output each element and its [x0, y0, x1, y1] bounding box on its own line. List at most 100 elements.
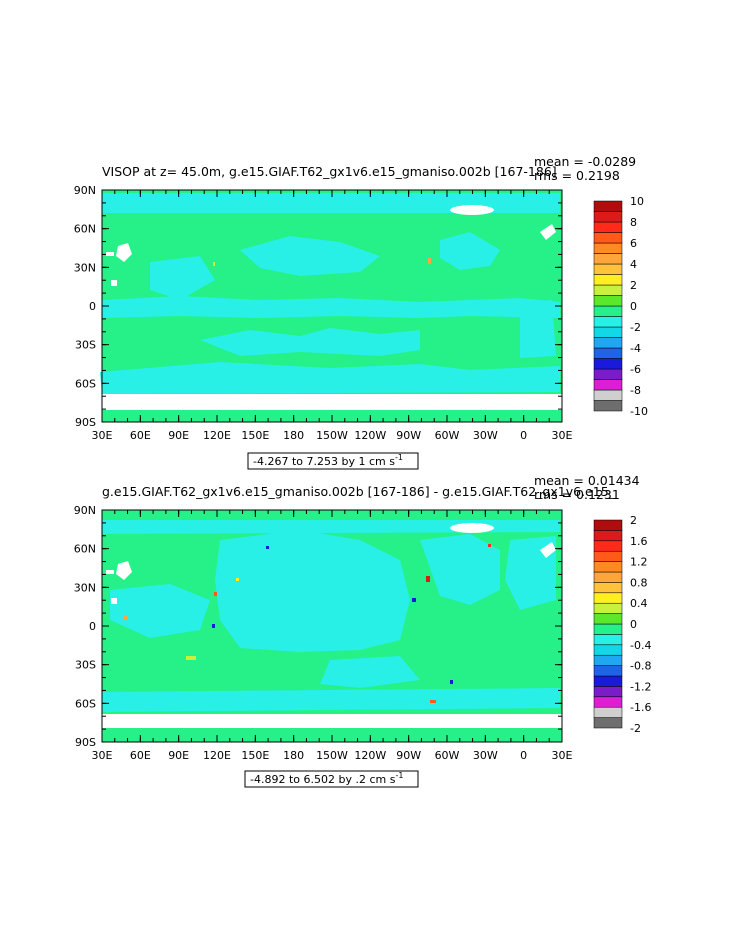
colorbar-swatch	[593, 326, 623, 338]
colorbar-label: 0.4	[630, 597, 648, 610]
colorbar-swatch	[593, 368, 623, 380]
colorbar-label: 0.8	[630, 576, 648, 589]
colorbar-swatch	[593, 550, 623, 562]
colorbar-label: -8	[630, 384, 641, 397]
x-axis: 30E 60E 90E 120E 150E 180 150W 120W 90W 60W 30W 0 30…	[92, 510, 573, 762]
y-tick-label: 90S	[75, 416, 96, 429]
colorbar-label: -0.8	[630, 660, 651, 673]
colorbar-swatch	[593, 644, 623, 656]
colorbar-label: -0.4	[630, 639, 651, 652]
x-tick-label: 90W	[396, 749, 421, 762]
colorbar-swatch	[593, 253, 623, 265]
ocean-negative-regions	[102, 520, 560, 712]
colorbar-swatch	[593, 305, 623, 317]
colorbar: 2 1.6 1.2 0.8 0.4 0 -0.4 -0.8 -1.2 -1.6 -2	[593, 514, 651, 735]
x-axis: 30E 60E 90E 120E 150E 180 150W 120W 90W 60W 30W 0 30…	[92, 190, 573, 442]
panel-title: g.e15.GIAF.T62_gx1v6.e15_gmaniso.002b [1…	[102, 484, 616, 499]
y-tick-label: 60S	[75, 377, 96, 390]
mean-label: mean = 0.01434	[534, 473, 640, 488]
anomaly-speckles	[124, 544, 491, 703]
colorbar-swatch	[593, 379, 623, 391]
y-tick-label: 60N	[74, 223, 96, 236]
x-tick-label: 30W	[473, 429, 498, 442]
y-axis: 90N 60N 30N 0 30S 60S 90S	[74, 184, 562, 429]
x-tick-label: 90E	[168, 429, 189, 442]
y-tick-label: 60N	[74, 543, 96, 556]
y-axis: 90N 60N 30N 0 30S 60S 90S	[74, 504, 562, 749]
colorbar-swatch	[593, 232, 623, 244]
colorbar-swatch	[593, 623, 623, 635]
colorbar-swatch	[593, 634, 623, 646]
y-tick-label: 90S	[75, 736, 96, 749]
colorbar-label: -6	[630, 363, 641, 376]
panel-2: g.e15.GIAF.T62_gx1v6.e15_gmaniso.002b [1…	[74, 473, 651, 788]
colorbar-label: 1.2	[630, 556, 648, 569]
colorbar-swatch	[593, 274, 623, 286]
x-tick-label: 60W	[435, 749, 460, 762]
colorbar-swatch	[593, 337, 623, 349]
y-tick-label: 0	[89, 300, 96, 313]
x-tick-label: 0	[520, 429, 527, 442]
y-tick-label: 30N	[74, 261, 96, 274]
land-regions	[102, 205, 562, 410]
colorbar-label: -2	[630, 722, 641, 735]
colorbar-label: 2	[630, 514, 637, 527]
x-tick-label: 150W	[316, 749, 348, 762]
colorbar-swatch	[593, 561, 623, 573]
colorbar-label: 8	[630, 216, 637, 229]
colorbar-swatch	[593, 221, 623, 233]
colorbar-swatch	[593, 582, 623, 594]
anomaly-speckles	[213, 258, 431, 266]
x-tick-label: 30E	[92, 429, 113, 442]
colorbar-swatch	[593, 358, 623, 370]
colorbar-label: -2	[630, 321, 641, 334]
y-tick-label: 60S	[75, 697, 96, 710]
ocean-negative-regions	[100, 193, 560, 394]
colorbar-label: -1.2	[630, 680, 651, 693]
colorbar-swatch	[593, 519, 623, 531]
x-tick-label: 30E	[552, 429, 573, 442]
colorbar-swatch	[593, 675, 623, 687]
colorbar-label: -1.6	[630, 701, 651, 714]
x-tick-label: 180	[283, 429, 304, 442]
x-tick-label: 60E	[130, 429, 151, 442]
rms-label: rms = 0.2198	[534, 168, 620, 183]
colorbar-swatch	[593, 263, 623, 275]
colorbar-label: 0	[630, 618, 637, 631]
colorbar-swatch	[593, 613, 623, 625]
colorbar-label: 0	[630, 300, 637, 313]
colorbar-swatch	[593, 602, 623, 614]
colorbar-label: -10	[630, 405, 648, 418]
colorbar-swatch	[593, 242, 623, 254]
colorbar-swatch	[593, 571, 623, 583]
x-tick-label: 120W	[354, 429, 386, 442]
x-tick-label: 180	[283, 749, 304, 762]
colorbar-swatch	[593, 316, 623, 328]
x-tick-label: 150E	[241, 749, 269, 762]
contour-range-box	[247, 452, 419, 470]
mean-label: mean = -0.0289	[534, 154, 636, 169]
x-tick-label: 60W	[435, 429, 460, 442]
greenland-land	[450, 523, 494, 533]
rms-label: rms = 0.1231	[534, 487, 620, 502]
colorbar-swatch	[593, 696, 623, 708]
x-tick-label: 150E	[241, 429, 269, 442]
colorbar-swatch	[593, 389, 623, 401]
y-tick-label: 90N	[74, 184, 96, 197]
colorbar-swatch	[593, 665, 623, 677]
colorbar-label: 4	[630, 258, 637, 271]
contour-range-box	[244, 770, 419, 788]
contour-range-label: -4.892 to 6.502 by .2 cm s-1	[250, 771, 403, 786]
y-tick-label: 30N	[74, 581, 96, 594]
colorbar-swatch	[593, 686, 623, 698]
colorbar-label: -4	[630, 342, 641, 355]
x-tick-label: 90W	[396, 429, 421, 442]
x-tick-label: 30W	[473, 749, 498, 762]
x-tick-label: 30E	[92, 749, 113, 762]
colorbar-swatch	[593, 347, 623, 359]
panel-1: VISOP at z= 45.0m, g.e15.GIAF.T62_gx1v6.…	[74, 154, 648, 470]
y-tick-label: 30S	[75, 339, 96, 352]
colorbar-swatch	[593, 284, 623, 296]
colorbar-swatch	[593, 592, 623, 604]
